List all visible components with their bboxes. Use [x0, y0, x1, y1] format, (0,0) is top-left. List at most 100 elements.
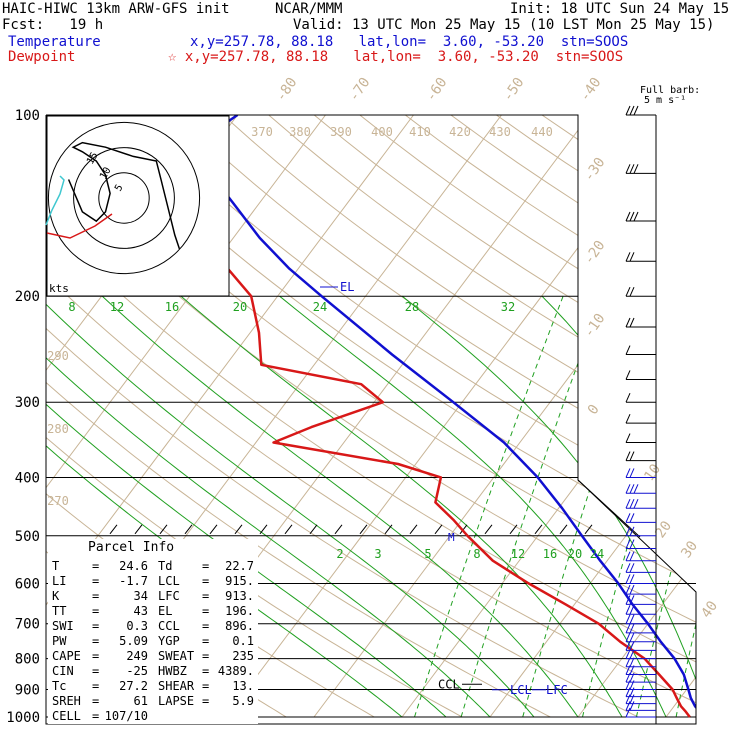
wind-barb-flag: [625, 701, 631, 711]
wind-barb-flag: [629, 105, 635, 116]
dewpoint-location: ☆ x,y=257.78, 88.18 lat,lon= 3.60, -53.2…: [168, 49, 624, 65]
wind-barb-flag: [625, 632, 631, 642]
parcel-label: PW: [52, 634, 67, 648]
theta-label: 430: [489, 125, 511, 139]
parcel-equals: =: [92, 634, 100, 648]
dry-adiabat-line: [587, 115, 696, 718]
dry-adiabat-line: [86, 115, 696, 718]
parcel-label: Tc: [52, 679, 67, 693]
parcel-label: SHEAR: [158, 679, 195, 693]
wind-barb-flag: [625, 539, 631, 549]
temperature-legend: Temperature: [8, 34, 101, 50]
wind-barb-flag: [633, 211, 639, 222]
parcel-equals: =: [92, 619, 100, 633]
wind-barb-flag: [629, 614, 635, 624]
wind-barb-flag: [625, 393, 631, 403]
parcel-equals: =: [202, 589, 210, 603]
wind-barb-flag: [625, 317, 631, 328]
parcel-value: 43: [133, 604, 148, 618]
theta-label: 400: [371, 125, 393, 139]
wind-barb-flag: [629, 574, 635, 584]
wind-barb-flag: [625, 551, 631, 561]
wind-barb-flag: [629, 701, 635, 711]
dry-adiabat-line: [46, 115, 551, 718]
wind-barb-flag: [625, 287, 631, 297]
parcel-equals: =: [92, 559, 100, 573]
mixing-ratio-label: 12: [511, 547, 525, 561]
parcel-info-panel: Parcel Info T = 24.6 Td = 22.7 LI = -1.7 LCL = 915.…: [48, 539, 258, 724]
wind-barb-flag: [629, 641, 635, 651]
isotherm-label: 0: [585, 402, 603, 418]
parcel-value: 0.1: [232, 634, 254, 648]
parcel-value: 196.: [225, 604, 254, 618]
mixing-ratio-line: [414, 296, 564, 718]
parcel-equals: =: [202, 559, 210, 573]
theta-label: 420: [449, 125, 471, 139]
parcel-value: 235: [232, 649, 254, 663]
wind-barb-flag: [625, 584, 631, 595]
isotherm-label: 10: [641, 461, 664, 484]
wind-barb-flag: [625, 526, 631, 536]
wind-barb-flag: [629, 539, 635, 549]
theta-label: 410: [409, 125, 431, 139]
wind-barb-flag: [625, 105, 631, 116]
hodograph-ring: [47, 121, 201, 275]
wind-barb-flag: [633, 499, 639, 509]
wind-barb-flag: [625, 451, 631, 461]
isotherm-label: -60: [423, 75, 451, 105]
parcel-label: YGP: [158, 634, 180, 648]
plot-frame: [45, 114, 697, 725]
mixing-ratio-label: 5: [424, 547, 431, 561]
hodograph-ring: [73, 147, 175, 249]
theta-label: 270: [47, 494, 69, 508]
temperature-location: x,y=257.78, 88.18 lat,lon= 3.60, -53.20 …: [190, 34, 629, 50]
isotherm-line: [46, 115, 414, 718]
wind-barb-flag: [625, 345, 631, 355]
wind-barb-flag: [625, 595, 631, 605]
theta-label: 370: [251, 125, 273, 139]
parcel-value: -25: [126, 664, 148, 678]
wind-barb-flag: [625, 499, 631, 509]
model-title: HAIC-HIWC 13km ARW-GFS init: [2, 1, 230, 17]
wind-barb-flag: [625, 649, 631, 659]
parcel-label: K: [52, 589, 60, 603]
dry-adiabat-line: [496, 115, 696, 718]
wind-barb-flag: [625, 164, 631, 174]
theta-label: 380: [289, 125, 311, 139]
wind-barb-flag: [629, 605, 635, 615]
wind-barb-flag: [625, 252, 631, 262]
parcel-value: 22.7: [225, 559, 254, 573]
dry-adiabat-tick: [109, 524, 118, 535]
wind-barb-flag: [625, 641, 631, 651]
pressure-label: 1000: [6, 710, 40, 726]
wind-barb-flag: [629, 468, 635, 478]
mixing-ratio-label: 28: [405, 300, 419, 314]
wind-barb-flag: [629, 551, 635, 561]
dry-adiabat-tick: [484, 524, 493, 535]
hodograph-shear-trace: [46, 213, 113, 239]
mixing-ratio-line: [708, 296, 740, 717]
dry-adiabat-tick: [559, 524, 568, 535]
el-marker-label: EL: [340, 280, 354, 294]
parcel-equals: =: [202, 619, 210, 633]
wind-barb-flag: [629, 484, 635, 494]
wind-barb-flag: [629, 526, 635, 536]
parcel-label: LI: [52, 574, 67, 588]
parcel-equals: =: [202, 634, 210, 648]
mixing-ratio-label: 24: [313, 300, 327, 314]
wind-barb-flag: [629, 595, 635, 605]
parcel-value: 24.6: [119, 559, 148, 573]
mixing-ratio-line: [460, 296, 603, 718]
wind-barb-flag: [629, 499, 635, 509]
moist-adiabat-line: [541, 295, 696, 718]
parcel-equals: =: [202, 604, 210, 618]
hodograph-ring-label: 5: [113, 183, 126, 194]
dry-adiabat-tick: [159, 524, 168, 535]
hodograph-trace: [67, 141, 181, 250]
parcel-equals: =: [202, 679, 210, 693]
wind-barb-flag: [625, 623, 631, 634]
isotherm-label: -50: [500, 75, 528, 105]
parcel-label: TT: [52, 604, 67, 618]
dry-adiabat-tick: [384, 524, 393, 535]
